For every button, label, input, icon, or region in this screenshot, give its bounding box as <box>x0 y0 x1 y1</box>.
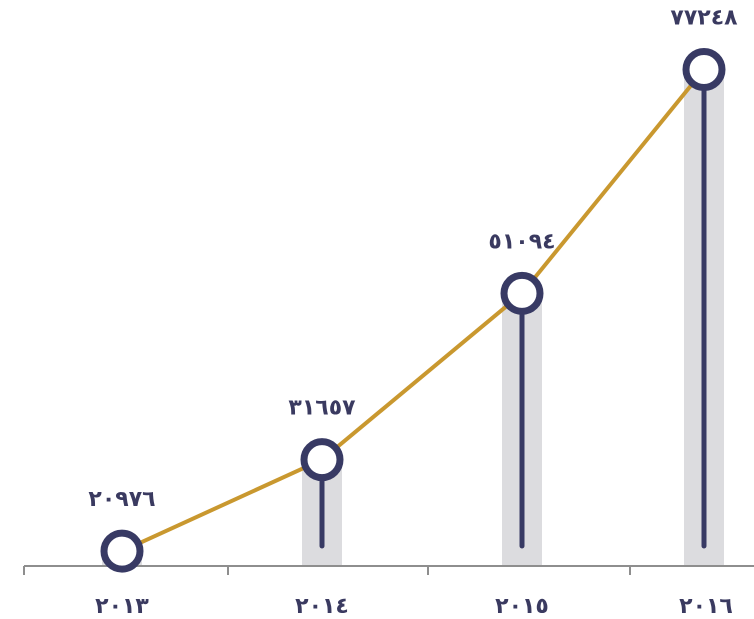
x-axis-ticks <box>23 566 631 575</box>
series-line <box>121 68 706 553</box>
x-tick-label-2: ٢٠١٤ <box>295 594 349 619</box>
data-point-4 <box>682 48 726 92</box>
value-label-1: ٢٠٩٧٦ <box>88 487 155 512</box>
data-point-2 <box>300 438 344 482</box>
x-tick-label-3: ٢٠١٥ <box>495 594 549 619</box>
stems <box>119 67 707 554</box>
x-tick-label-4: ٢٠١٦ <box>679 594 733 619</box>
x-tick-label-1: ٢٠١٣ <box>95 594 149 619</box>
data-point-3 <box>500 271 544 315</box>
value-label-2: ٣١٦٥٧ <box>288 396 356 421</box>
value-label-3: ٥١٠٩٤ <box>488 229 555 254</box>
x-tick-labels: ٢٠١٣ ٢٠١٤ ٢٠١٥ ٢٠١٦ <box>95 594 733 619</box>
data-point-1 <box>100 529 144 573</box>
value-label-4: ٧٧٢٤٨ <box>670 6 738 31</box>
background-columns <box>102 69 724 566</box>
value-labels: ٢٠٩٧٦ ٣١٦٥٧ ٥١٠٩٤ ٧٧٢٤٨ <box>88 6 738 513</box>
markers <box>100 48 726 573</box>
